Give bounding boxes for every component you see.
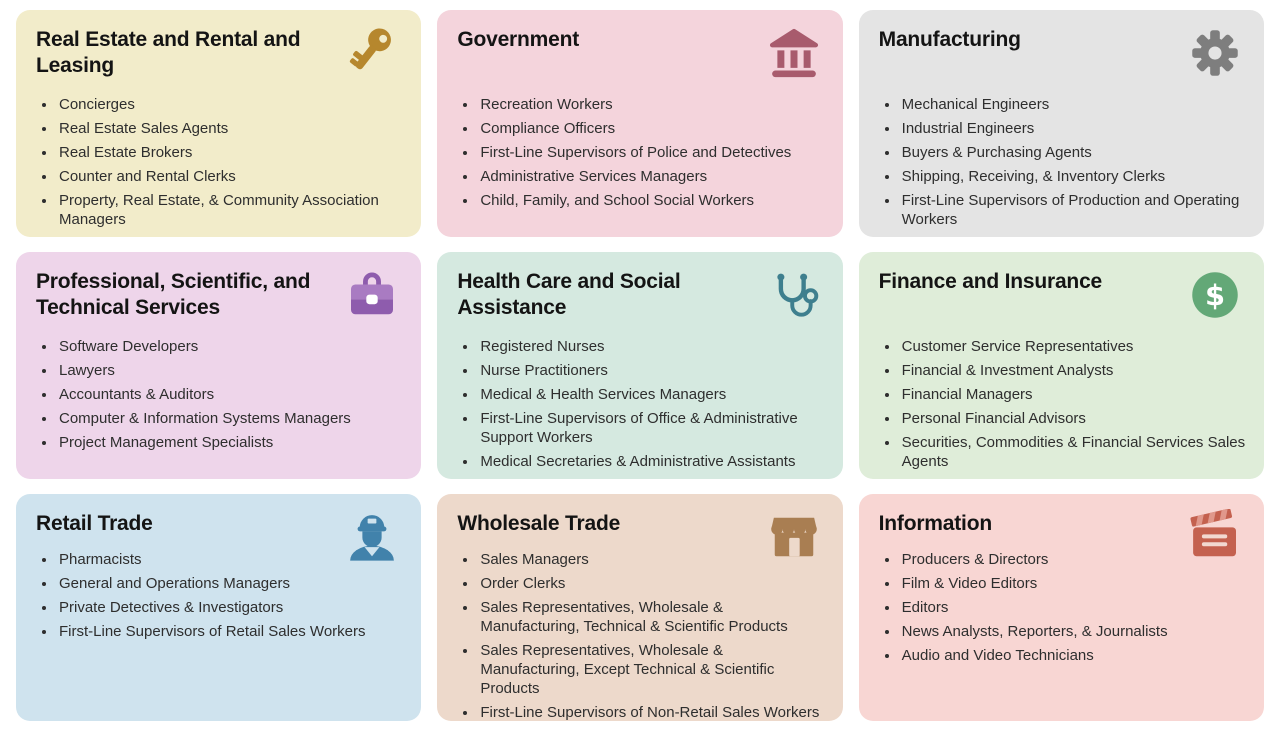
occupation-item: News Analysts, Reporters, & Journalists (900, 622, 1246, 641)
card-header: Finance and Insurance (879, 269, 1246, 331)
occupation-item: Concierges (57, 95, 403, 114)
card-title: Manufacturing (878, 28, 1021, 51)
industry-card-wholesale-trade: Wholesale Trade Sales Managers Order Cler… (437, 494, 843, 721)
occupation-item: Real Estate Sales Agents (57, 119, 403, 138)
occupation-item: Compliance Officers (478, 119, 824, 138)
dollar-icon: $ (1187, 267, 1243, 323)
industry-card-finance-insurance: Finance and Insurance $ Customer Service… (858, 252, 1264, 479)
occupation-item: Administrative Services Managers (478, 167, 824, 186)
card-header: Wholesale Trade (457, 511, 824, 544)
occupation-item: Medical Secretaries & Administrative Ass… (478, 452, 824, 471)
card-title: Retail Trade (36, 512, 153, 535)
occupation-item: Order Clerks (478, 574, 824, 593)
card-header: Retail Trade (36, 511, 403, 544)
occupation-item: Customer Service Representatives (900, 337, 1246, 356)
card-header: Real Estate and Rental and Leasing (36, 27, 403, 89)
occupation-item: Recreation Workers (478, 95, 824, 114)
stethoscope-icon (766, 267, 822, 323)
occupation-list: Pharmacists General and Operations Manage… (36, 550, 403, 641)
occupation-item: Medical & Health Services Managers (478, 385, 824, 404)
occupation-item: Software Developers (57, 337, 403, 356)
card-title: Real Estate and Rental and Leasing (36, 28, 301, 77)
occupation-list: Concierges Real Estate Sales Agents Real E… (36, 95, 403, 229)
occupation-item: First-Line Supervisors of Production and… (900, 191, 1246, 229)
occupation-item: Audio and Video Technicians (900, 646, 1246, 665)
occupation-item: Lawyers (57, 361, 403, 380)
gear-icon (1187, 25, 1243, 81)
card-header: Manufacturing (879, 27, 1246, 89)
store-icon (766, 509, 822, 565)
industry-card-real-estate: Real Estate and Rental and Leasing Conci… (16, 10, 422, 237)
occupation-list: Sales Managers Order Clerks Sales Represen… (457, 550, 824, 721)
occupation-item: General and Operations Managers (57, 574, 403, 593)
industry-card-manufacturing: Manufacturing Mechanical Engineers Indust… (858, 10, 1264, 237)
card-header: Health Care and Social Assistance (457, 269, 824, 331)
occupation-item: Computer & Information Systems Managers (57, 409, 403, 428)
occupation-item: Nurse Practitioners (478, 361, 824, 380)
occupation-item: First-Line Supervisors of Retail Sales W… (57, 622, 403, 641)
occupation-item: Securities, Commodities & Financial Serv… (900, 433, 1246, 471)
occupation-item: Mechanical Engineers (900, 95, 1246, 114)
card-title: Government (457, 28, 580, 51)
occupation-item: Accountants & Auditors (57, 385, 403, 404)
occupation-item: Real Estate Brokers (57, 143, 403, 162)
industry-card-professional-scientific-technical: Professional, Scientific, and Technical … (16, 252, 422, 479)
occupation-item: Producers & Directors (900, 550, 1246, 569)
occupation-list: Producers & Directors Film & Video Editor… (879, 550, 1246, 665)
industry-card-health-care: Health Care and Social Assistance Regist… (437, 252, 843, 479)
occupation-item: Sales Representatives, Wholesale & Manuf… (478, 641, 824, 698)
clapperboard-icon (1187, 509, 1243, 565)
occupation-item: Counter and Rental Clerks (57, 167, 403, 186)
occupation-list: Registered Nurses Nurse Practitioners Medi… (457, 337, 824, 471)
occupation-item: Sales Managers (478, 550, 824, 569)
card-title: Information (878, 512, 992, 535)
worker-icon (344, 509, 400, 565)
occupation-item: Shipping, Receiving, & Inventory Clerks (900, 167, 1246, 186)
occupation-item: Financial Managers (900, 385, 1246, 404)
card-header: Professional, Scientific, and Technical … (36, 269, 403, 331)
occupation-item: Pharmacists (57, 550, 403, 569)
occupation-item: Buyers & Purchasing Agents (900, 143, 1246, 162)
occupation-item: Property, Real Estate, & Community Assoc… (57, 191, 403, 229)
occupation-item: First-Line Supervisors of Office & Admin… (478, 409, 824, 447)
occupation-list: Mechanical Engineers Industrial Engineers… (879, 95, 1246, 229)
briefcase-icon (344, 267, 400, 323)
industry-card-retail-trade: Retail Trade Pharmacists General and Oper… (16, 494, 422, 721)
card-title: Health Care and Social Assistance (457, 270, 681, 319)
card-title: Professional, Scientific, and Technical … (36, 270, 311, 319)
occupation-item: Film & Video Editors (900, 574, 1246, 593)
occupation-item: Industrial Engineers (900, 119, 1246, 138)
key-icon (344, 25, 400, 81)
industry-card-government: Government Recreation Workers Compliance … (437, 10, 843, 237)
occupation-item: Private Detectives & Investigators (57, 598, 403, 617)
occupation-item: Registered Nurses (478, 337, 824, 356)
occupation-list: Software Developers Lawyers Accountants & … (36, 337, 403, 452)
occupation-item: Editors (900, 598, 1246, 617)
occupation-item: Project Management Specialists (57, 433, 403, 452)
occupation-item: First-Line Supervisors of Police and Det… (478, 143, 824, 162)
occupation-item: First-Line Supervisors of Non-Retail Sal… (478, 703, 824, 721)
card-title: Finance and Insurance (878, 270, 1103, 293)
card-header: Government (457, 27, 824, 89)
occupation-list: Customer Service Representatives Financia… (879, 337, 1246, 471)
bank-icon (766, 25, 822, 81)
occupation-item: Personal Financial Advisors (900, 409, 1246, 428)
card-header: Information (879, 511, 1246, 544)
card-title: Wholesale Trade (457, 512, 621, 535)
industry-card-information: Information Producers & Directors Film & … (858, 494, 1264, 721)
occupation-item: Financial & Investment Analysts (900, 361, 1246, 380)
occupation-item: Child, Family, and School Social Workers (478, 191, 824, 210)
occupation-list: Recreation Workers Compliance Officers Fir… (457, 95, 824, 210)
occupation-item: Sales Representatives, Wholesale & Manuf… (478, 598, 824, 636)
svg-text:$: $ (1205, 278, 1225, 312)
